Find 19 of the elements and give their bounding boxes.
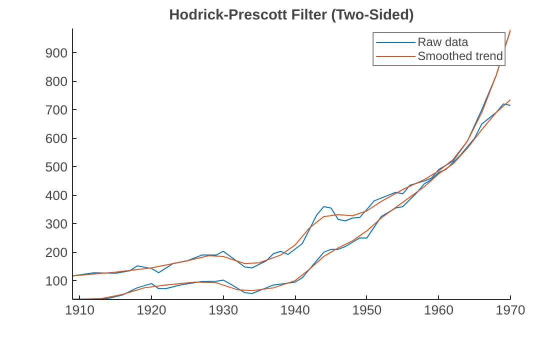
x-tick-label: 1970 bbox=[496, 302, 526, 318]
y-tick-label: 800 bbox=[45, 74, 68, 90]
y-tick-label: 300 bbox=[45, 216, 68, 232]
x-tick-label: 1930 bbox=[208, 302, 238, 318]
y-tick-label: 100 bbox=[45, 274, 68, 289]
legend-label: Raw data bbox=[418, 35, 468, 49]
x-tick-label: 1910 bbox=[64, 302, 95, 318]
y-tick-label: 900 bbox=[45, 46, 68, 61]
y-tick-label: 600 bbox=[45, 131, 68, 146]
y-tick-label: 400 bbox=[45, 188, 68, 204]
x-tick-label: 1940 bbox=[280, 302, 310, 318]
x-tick-label: 1960 bbox=[424, 302, 454, 318]
x-tick-label: 1920 bbox=[136, 302, 166, 318]
y-tick-label: 500 bbox=[45, 160, 68, 175]
y-tick-label: 700 bbox=[45, 102, 68, 118]
y-tick-label: 200 bbox=[45, 245, 68, 260]
x-tick-label: 1950 bbox=[352, 302, 382, 318]
chart-title: Hodrick-Prescott Filter (Two-Sided) bbox=[169, 8, 414, 24]
legend-label: Smoothed trend bbox=[418, 49, 503, 63]
